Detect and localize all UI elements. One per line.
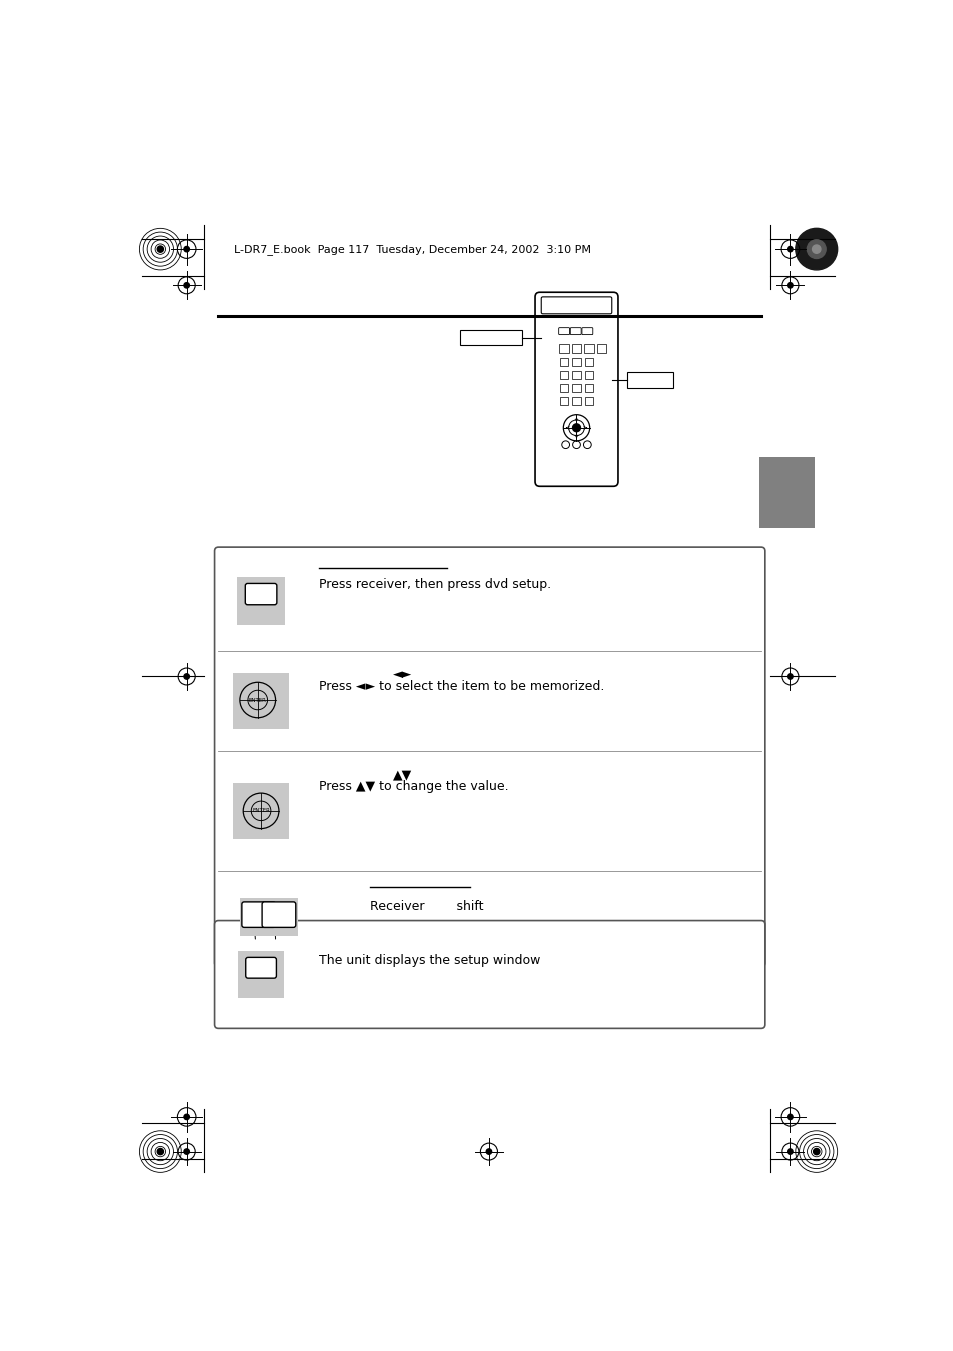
FancyBboxPatch shape [246, 958, 276, 978]
FancyBboxPatch shape [571, 345, 580, 353]
Circle shape [184, 1115, 190, 1120]
FancyBboxPatch shape [214, 547, 764, 967]
FancyBboxPatch shape [584, 384, 593, 392]
Circle shape [787, 674, 792, 680]
Circle shape [795, 228, 837, 270]
FancyBboxPatch shape [259, 897, 297, 936]
Text: Press receiver, then press dvd setup.: Press receiver, then press dvd setup. [319, 578, 551, 590]
Circle shape [812, 245, 821, 253]
Circle shape [572, 424, 579, 432]
FancyBboxPatch shape [581, 328, 592, 335]
FancyBboxPatch shape [559, 370, 568, 380]
Text: Press ◄► to select the item to be memorized.: Press ◄► to select the item to be memori… [319, 681, 604, 693]
Text: ◄►: ◄► [393, 667, 412, 681]
FancyBboxPatch shape [596, 345, 605, 353]
Circle shape [184, 1148, 190, 1154]
Circle shape [787, 1148, 792, 1154]
FancyBboxPatch shape [237, 951, 284, 997]
FancyBboxPatch shape [558, 328, 569, 335]
FancyBboxPatch shape [239, 897, 277, 936]
FancyBboxPatch shape [572, 370, 580, 380]
FancyBboxPatch shape [214, 920, 764, 1028]
FancyBboxPatch shape [572, 384, 580, 392]
FancyBboxPatch shape [558, 345, 568, 353]
FancyBboxPatch shape [572, 358, 580, 366]
FancyBboxPatch shape [233, 673, 289, 728]
FancyBboxPatch shape [572, 397, 580, 405]
FancyBboxPatch shape [262, 902, 295, 927]
FancyBboxPatch shape [584, 358, 593, 366]
FancyBboxPatch shape [559, 397, 568, 405]
FancyBboxPatch shape [236, 577, 285, 626]
FancyBboxPatch shape [583, 345, 593, 353]
Circle shape [787, 1115, 792, 1120]
FancyBboxPatch shape [626, 373, 673, 388]
Circle shape [184, 282, 190, 288]
Circle shape [486, 1148, 491, 1154]
Text: L-DR7_E.book  Page 117  Tuesday, December 24, 2002  3:10 PM: L-DR7_E.book Page 117 Tuesday, December … [233, 243, 590, 254]
Text: ENTER: ENTER [252, 808, 270, 813]
Text: Receiver        shift: Receiver shift [369, 900, 482, 913]
FancyBboxPatch shape [245, 584, 276, 605]
Text: ▲▼: ▲▼ [393, 769, 412, 781]
FancyBboxPatch shape [584, 397, 593, 405]
Text: Press ▲▼ to change the value.: Press ▲▼ to change the value. [319, 781, 508, 793]
Circle shape [787, 246, 792, 251]
FancyBboxPatch shape [559, 358, 568, 366]
Circle shape [806, 239, 825, 258]
Circle shape [157, 1148, 163, 1155]
FancyBboxPatch shape [570, 328, 580, 335]
Circle shape [787, 282, 792, 288]
FancyBboxPatch shape [535, 292, 618, 486]
Circle shape [813, 1148, 819, 1155]
FancyBboxPatch shape [559, 384, 568, 392]
FancyBboxPatch shape [459, 330, 521, 346]
Circle shape [184, 246, 190, 251]
FancyBboxPatch shape [233, 784, 289, 839]
FancyBboxPatch shape [584, 370, 593, 380]
Text: ENTER: ENTER [249, 697, 267, 703]
Text: The unit displays the setup window: The unit displays the setup window [319, 954, 540, 967]
FancyBboxPatch shape [540, 297, 611, 313]
FancyBboxPatch shape [759, 457, 815, 528]
FancyBboxPatch shape [242, 902, 275, 927]
Circle shape [157, 246, 163, 253]
Circle shape [184, 674, 190, 680]
